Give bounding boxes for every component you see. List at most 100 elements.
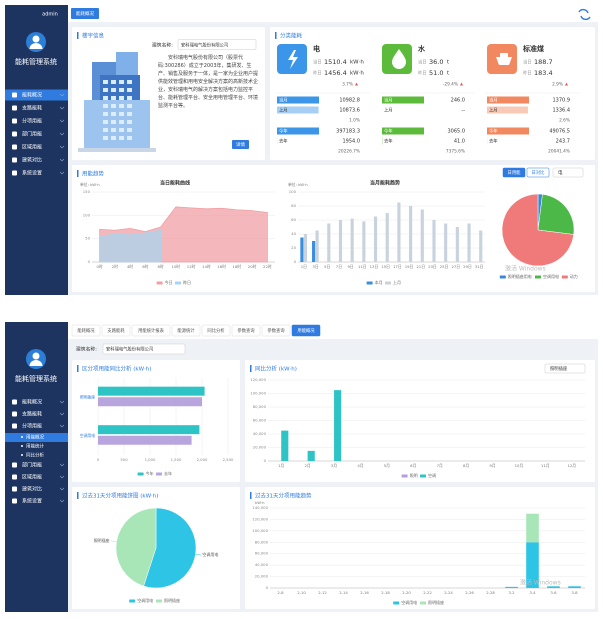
y-tick-label: 100,000 <box>250 391 266 396</box>
menu-item[interactable]: 分项用能 <box>22 423 42 430</box>
change: 2.9% <box>552 82 563 88</box>
tab[interactable] <box>201 324 231 337</box>
menu-item[interactable]: 部门用能 <box>22 131 42 138</box>
tab[interactable] <box>171 324 201 337</box>
change-arrow <box>460 82 463 86</box>
select-value[interactable]: 安科瑞电气股份有限公司 <box>106 346 153 353</box>
menu-arrow <box>59 93 65 97</box>
toggle-label[interactable]: 日用能 <box>508 169 522 176</box>
menu-item[interactable]: 支路能耗 <box>22 105 42 112</box>
button-label[interactable]: 详情 <box>236 141 245 148</box>
tab[interactable] <box>231 324 261 337</box>
menu-item[interactable]: 建筑对比 <box>22 157 42 164</box>
menu-item[interactable]: 能耗概况 <box>22 399 42 406</box>
x-tick-label: 27日 <box>451 264 460 269</box>
change: 3.7% <box>342 82 353 88</box>
submenu-item[interactable]: 用能概况 <box>26 434 44 441</box>
sidebar <box>5 5 68 295</box>
building-window <box>119 112 124 116</box>
legend-label: 去年 <box>164 470 172 476</box>
menu-item[interactable]: 建筑对比 <box>22 486 42 493</box>
row-value: 1370.9 <box>553 98 571 104</box>
x-tick-label: 3-6 <box>550 590 557 595</box>
avatar-body <box>29 43 43 49</box>
menu-arrow <box>59 412 65 416</box>
select[interactable] <box>102 343 186 355</box>
bar <box>303 234 307 262</box>
building-window <box>127 136 132 140</box>
submenu-item[interactable]: 同比分析 <box>26 452 44 459</box>
menu-item[interactable]: 区域用能 <box>22 474 42 481</box>
tab-label[interactable]: 用能统计报表 <box>138 327 164 334</box>
menu-item[interactable]: 系统设置 <box>22 170 42 177</box>
menu-item[interactable]: 分项用能 <box>22 118 42 125</box>
toggle-label[interactable]: 日对比 <box>532 169 546 176</box>
x-tick-label: 2-24 <box>444 590 453 595</box>
menu-item[interactable]: 区域用能 <box>22 144 42 151</box>
menu-icon <box>12 411 17 417</box>
tab-label[interactable]: 用能概况 <box>297 327 315 334</box>
select-value[interactable]: 电 <box>558 169 563 176</box>
bar-segment <box>505 586 518 588</box>
bar <box>300 237 304 262</box>
x-tick-label: 4时 <box>127 264 133 269</box>
tab-label[interactable]: 能源统计 <box>177 327 195 334</box>
menu-item[interactable]: 能耗概况 <box>22 92 42 99</box>
button[interactable] <box>232 140 249 149</box>
tab-label[interactable]: 参数查询 <box>267 327 285 334</box>
tab[interactable] <box>71 324 101 337</box>
y-tick-label: 120,000 <box>252 516 268 521</box>
unit-label: 单位: kW·h <box>288 182 308 187</box>
legend-label: 空调 <box>428 472 436 478</box>
description-text: 安科瑞电气股份有限公司（股票代码:300286）成立于2003年，集研发、生产、… <box>158 55 258 109</box>
menu-arrow <box>59 158 65 162</box>
legend-label: 空调用电 <box>543 273 559 279</box>
menu-item[interactable]: 部门用能 <box>22 462 42 469</box>
tab-label[interactable]: 能耗概况 <box>76 10 94 17</box>
tab[interactable] <box>101 324 131 337</box>
toggle-button[interactable] <box>526 167 550 178</box>
building-window <box>111 104 116 108</box>
tab-label[interactable]: 支路能耗 <box>107 327 125 334</box>
menu-item[interactable]: 系统设置 <box>22 498 42 505</box>
legend-label: 照明插座 <box>164 597 180 603</box>
bar <box>385 213 389 262</box>
legend-swatch <box>175 281 181 285</box>
tab[interactable] <box>71 8 99 19</box>
bar <box>312 241 316 262</box>
field-label: 建筑名称: <box>76 346 97 353</box>
compare-bar <box>382 96 424 104</box>
menu-icon <box>12 157 17 163</box>
x-tick-label: 2时 <box>112 264 118 269</box>
change: 20226.7% <box>338 149 360 155</box>
x-tick-label: 0时 <box>97 264 103 269</box>
y-tick-label: 40,000 <box>253 431 267 436</box>
change: 7375.6% <box>446 149 465 155</box>
submenu-item[interactable]: 用能统计 <box>26 443 44 450</box>
chart-title: 当月能耗趋势 <box>370 180 400 187</box>
compare-bar <box>277 96 319 104</box>
bar <box>307 450 315 461</box>
tab[interactable] <box>291 324 321 337</box>
category-glyph <box>392 49 406 69</box>
tab[interactable] <box>261 324 291 337</box>
toggle-button[interactable] <box>502 167 526 178</box>
x-tick-label: 3日 <box>312 264 318 269</box>
tab-label[interactable]: 同比分析 <box>207 327 225 334</box>
pie-slice <box>501 193 574 267</box>
bar <box>98 386 205 396</box>
row-label: 去年 <box>384 138 393 145</box>
tab-label[interactable]: 能耗概况 <box>77 327 95 334</box>
select-value[interactable]: 照明插座 <box>550 365 568 372</box>
y-tick-label: 100 <box>289 189 297 194</box>
tab[interactable] <box>131 324 171 337</box>
menu-item[interactable]: 支路能耗 <box>22 411 42 418</box>
select[interactable] <box>177 39 257 50</box>
refresh-icon[interactable] <box>578 8 591 21</box>
tab-label[interactable]: 参数查询 <box>237 327 255 334</box>
x-tick-label: 25日 <box>440 264 449 269</box>
panel-title-bar <box>275 32 277 39</box>
select[interactable] <box>552 167 584 178</box>
select[interactable] <box>544 363 586 374</box>
select-value[interactable]: 安科瑞电气股份有限公司 <box>181 42 228 49</box>
